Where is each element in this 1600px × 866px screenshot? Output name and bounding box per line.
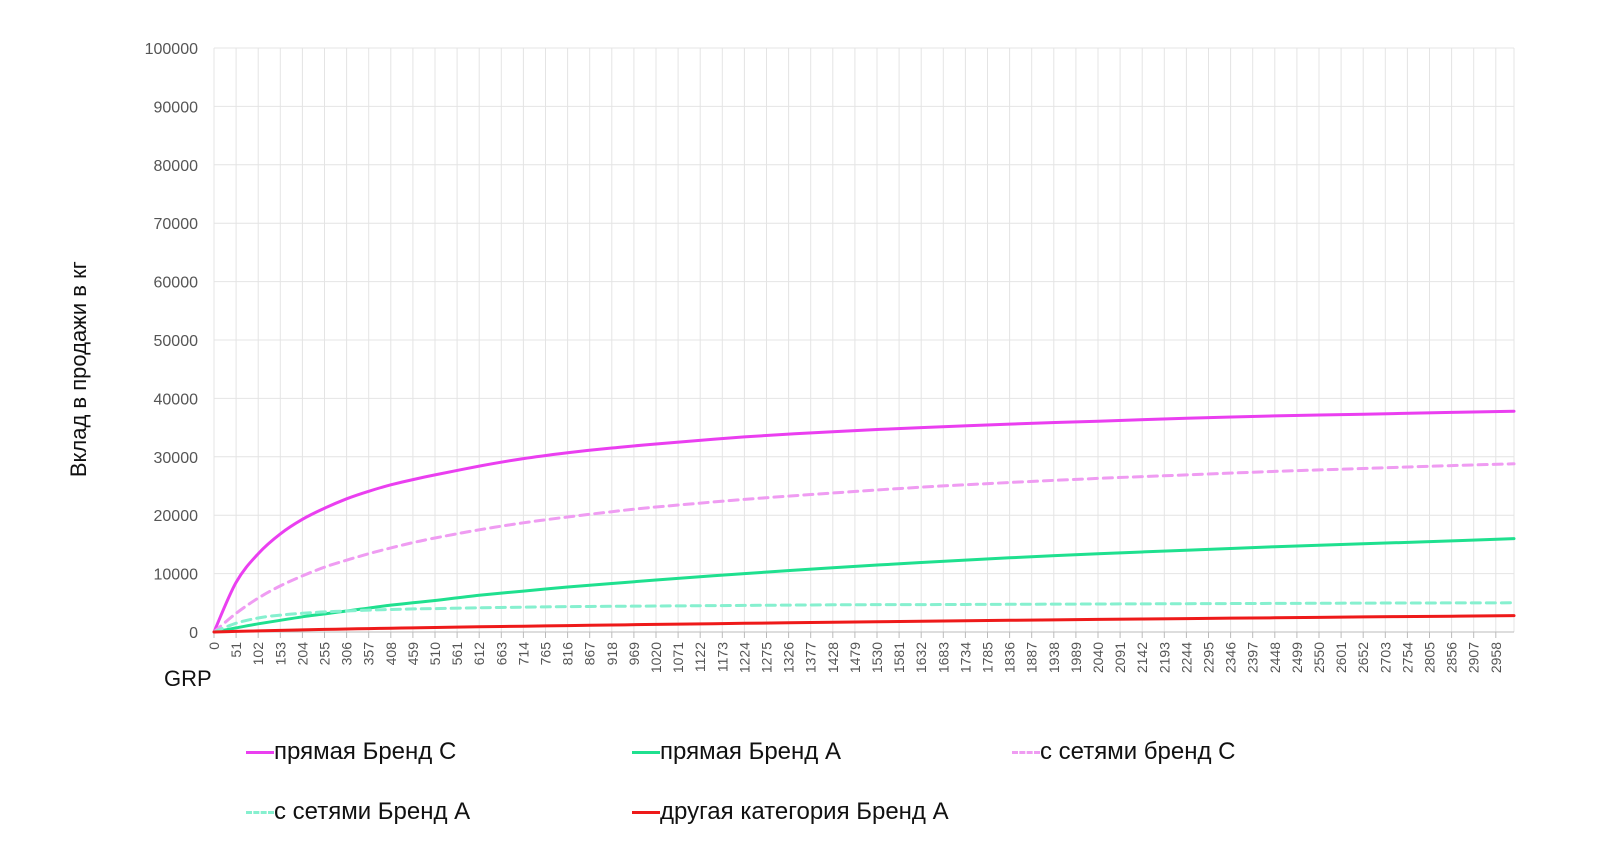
x-tick-label: 1734 xyxy=(957,642,973,673)
x-tick-label: 2040 xyxy=(1090,642,1106,673)
x-tick-label: 2550 xyxy=(1311,642,1327,673)
legend-item[interactable]: с сетями Бренд А xyxy=(246,798,470,826)
x-tick-label: 612 xyxy=(471,642,487,666)
x-tick-label: 153 xyxy=(272,642,288,666)
x-tick-label: 459 xyxy=(405,642,421,666)
legend-swatch xyxy=(632,810,660,814)
legend-label: другая категория Бренд А xyxy=(660,798,949,825)
x-tick-label: 2652 xyxy=(1355,642,1371,673)
x-tick-label: 1785 xyxy=(980,642,996,673)
x-tick-label: 1071 xyxy=(670,642,686,673)
y-tick-label: 60000 xyxy=(154,275,199,292)
x-tick-label: 1581 xyxy=(891,642,907,673)
x-tick-label: 969 xyxy=(626,642,642,666)
y-tick-label: 30000 xyxy=(154,450,199,467)
x-tick-label: 2295 xyxy=(1201,642,1217,673)
legend-item[interactable]: с сетями бренд С xyxy=(1012,738,1235,766)
x-tick-label: 2091 xyxy=(1112,642,1128,673)
legend-item[interactable]: прямая Бренд С xyxy=(246,738,456,766)
x-tick-label: 1326 xyxy=(781,642,797,673)
legend-label: прямая Бренд А xyxy=(660,738,841,765)
y-axis-title: Вклад в продажи в кг xyxy=(66,261,91,477)
x-tick-label: 510 xyxy=(427,642,443,666)
x-tick-label: 1632 xyxy=(913,642,929,673)
legend-item[interactable]: прямая Бренд А xyxy=(632,738,841,766)
x-tick-label: 357 xyxy=(361,642,377,666)
legend-label: прямая Бренд С xyxy=(274,738,457,765)
x-tick-label: 765 xyxy=(538,642,554,666)
legend-swatch xyxy=(1012,750,1040,754)
x-tick-label: 2958 xyxy=(1488,642,1504,673)
x-axis: 0 51 102 153 204 255 306 357 408 459 510 561 612 663 7… xyxy=(206,631,1514,673)
series-line-0 xyxy=(212,409,1516,634)
x-tick-label: 2601 xyxy=(1333,642,1349,673)
x-tick-label: 0 xyxy=(206,642,222,650)
x-tick-label: 1989 xyxy=(1068,642,1084,673)
x-tick-label: 714 xyxy=(515,642,531,666)
x-tick-label: 2346 xyxy=(1223,642,1239,673)
x-tick-label: 867 xyxy=(582,642,598,666)
legend-swatch xyxy=(246,810,274,814)
y-tick-label: 70000 xyxy=(154,216,199,233)
series-line-1 xyxy=(212,537,1516,634)
grid xyxy=(213,47,1515,633)
x-tick-label: 1683 xyxy=(935,642,951,673)
y-tick-label: 20000 xyxy=(154,508,199,525)
x-tick-label: 1428 xyxy=(825,642,841,673)
x-tick-label: 2448 xyxy=(1267,642,1283,673)
legend-item[interactable]: другая категория Бренд А xyxy=(632,798,949,826)
y-tick-label: 10000 xyxy=(154,567,199,584)
x-tick-label: 1173 xyxy=(714,642,730,672)
x-tick-label: 816 xyxy=(560,642,576,666)
x-tick-label: 1887 xyxy=(1024,642,1040,673)
x-tick-label: 2397 xyxy=(1245,642,1261,673)
series-line-4 xyxy=(212,614,1516,634)
legend-label: с сетями бренд С xyxy=(1040,738,1236,765)
x-tick-label: 663 xyxy=(493,642,509,666)
x-tick-label: 102 xyxy=(250,642,266,666)
y-axis: 0 10000 20000 30000 40000 50000 60000 70000 8000… xyxy=(145,41,198,642)
x-tick-label: 1530 xyxy=(869,642,885,673)
x-tick-label: 2193 xyxy=(1156,642,1172,673)
x-tick-label: 918 xyxy=(604,642,620,666)
legend-label: с сетями Бренд А xyxy=(274,798,471,825)
x-tick-label: 1377 xyxy=(803,642,819,673)
legend-swatch xyxy=(632,750,660,754)
x-tick-label: 1122 xyxy=(692,642,708,672)
x-tick-label: 2703 xyxy=(1377,642,1393,673)
x-tick-label: 1479 xyxy=(847,642,863,673)
x-tick-label: 561 xyxy=(449,642,465,666)
series-lines xyxy=(212,409,1516,634)
series-line-3 xyxy=(212,601,1516,634)
x-tick-label: 2754 xyxy=(1399,642,1415,673)
y-tick-label: 100000 xyxy=(145,41,198,58)
x-axis-title: GRP xyxy=(164,666,212,691)
x-tick-label: 1020 xyxy=(648,642,664,673)
series-line-2 xyxy=(212,462,1516,634)
x-tick-label: 2856 xyxy=(1444,642,1460,673)
x-tick-label: 51 xyxy=(228,642,244,658)
x-tick-label: 204 xyxy=(294,642,310,666)
y-tick-label: 90000 xyxy=(154,99,199,116)
x-tick-label: 1224 xyxy=(736,642,752,673)
x-tick-label: 2805 xyxy=(1422,642,1438,673)
x-tick-label: 1938 xyxy=(1046,642,1062,673)
y-tick-label: 50000 xyxy=(154,333,199,350)
legend-swatch xyxy=(246,750,274,754)
x-tick-label: 2499 xyxy=(1289,642,1305,673)
x-tick-label: 2244 xyxy=(1178,642,1194,673)
x-tick-label: 408 xyxy=(383,642,399,666)
y-tick-label: 0 xyxy=(189,625,198,642)
x-tick-label: 1836 xyxy=(1002,642,1018,673)
y-tick-label: 80000 xyxy=(154,158,199,175)
x-tick-label: 306 xyxy=(339,642,355,666)
x-tick-label: 1275 xyxy=(759,642,775,673)
x-tick-label: 2907 xyxy=(1466,642,1482,673)
y-tick-label: 40000 xyxy=(154,391,199,408)
x-tick-label: 2142 xyxy=(1134,642,1150,673)
x-tick-label: 255 xyxy=(317,642,333,666)
